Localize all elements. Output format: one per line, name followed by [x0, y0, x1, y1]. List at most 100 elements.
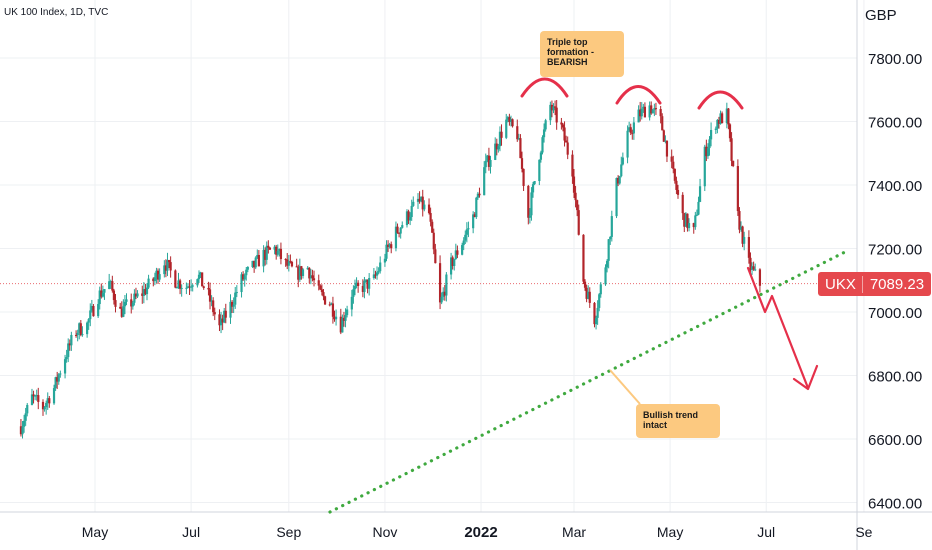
candle-body — [264, 249, 267, 260]
candle-body — [111, 281, 114, 291]
candle-body — [207, 287, 210, 290]
candle-body — [754, 269, 757, 271]
candle-body — [478, 193, 481, 196]
candle-body — [153, 277, 156, 282]
candle-body — [420, 196, 423, 202]
candle-body — [615, 178, 618, 217]
candle-body — [219, 318, 223, 326]
candle-body — [224, 310, 227, 318]
candle-body — [708, 139, 711, 149]
candle-body — [386, 244, 390, 247]
candle-body — [401, 225, 404, 228]
candle-body — [583, 281, 587, 288]
candle-body — [251, 260, 254, 268]
candle-body — [70, 334, 73, 346]
candle-body — [628, 127, 631, 131]
candle-body — [727, 108, 730, 125]
candle-body — [385, 244, 388, 259]
candle-body — [295, 266, 298, 268]
candle-body — [640, 108, 643, 117]
candle-body — [221, 318, 224, 323]
candle-body — [542, 129, 546, 138]
candle-body — [664, 140, 667, 142]
y-tick-label: 7600.00 — [868, 115, 922, 132]
candle-body — [692, 223, 695, 228]
candle-body — [451, 257, 454, 266]
candle-body — [350, 296, 353, 310]
candle-body — [43, 407, 46, 410]
candle-body — [434, 249, 437, 264]
candle-body — [672, 161, 675, 169]
candle-body — [673, 168, 676, 181]
candle-body — [246, 267, 249, 270]
candle-body — [312, 278, 316, 281]
candle-body — [164, 265, 168, 271]
candle-body — [738, 211, 741, 230]
candle-body — [169, 262, 172, 271]
candle-body — [234, 292, 237, 305]
candle-body — [687, 223, 691, 229]
candle-body — [553, 106, 557, 108]
x-tick-label: Nov — [372, 524, 397, 540]
candle-body — [750, 266, 754, 270]
candle-body — [695, 214, 699, 216]
candle-body — [517, 138, 520, 140]
candle-body — [352, 289, 355, 297]
candle-body — [163, 265, 166, 275]
candle-body — [593, 302, 596, 325]
x-tick-label: 2022 — [464, 524, 497, 541]
candle-body — [494, 143, 497, 160]
y-tick-label: 6600.00 — [868, 432, 922, 449]
candle-body — [418, 198, 421, 202]
candle-body — [431, 221, 434, 233]
candle-body — [741, 226, 744, 244]
candle-body — [511, 119, 514, 127]
candle-body — [98, 290, 101, 305]
candle-body — [730, 138, 733, 161]
candle-body — [242, 274, 245, 280]
candle-body — [489, 159, 492, 167]
candle-body — [144, 289, 147, 295]
candle-body — [355, 282, 358, 287]
candle-body — [79, 323, 82, 336]
candle-body — [560, 122, 563, 125]
candle-body — [683, 213, 686, 227]
candle-body — [309, 275, 312, 279]
candle-body — [131, 302, 134, 307]
candle-body — [599, 284, 602, 295]
candle-body — [714, 128, 717, 131]
candle-body — [747, 237, 750, 258]
candle-body — [637, 109, 640, 123]
candle-body — [196, 279, 199, 286]
candle-body — [651, 109, 654, 114]
candle-body — [410, 205, 413, 217]
candle-body — [717, 119, 721, 124]
chart-title: UK 100 Index, 1D, TVC — [4, 7, 109, 18]
candle-body — [210, 300, 213, 302]
candle-body — [412, 201, 415, 206]
candle-body — [235, 292, 238, 294]
candle-body — [201, 272, 204, 287]
candle-body — [453, 259, 456, 266]
candle-body — [604, 267, 607, 285]
candle-body — [487, 155, 491, 167]
candle-body — [306, 267, 309, 270]
candle-body — [372, 274, 375, 279]
candle-body — [197, 274, 201, 280]
candle-body — [736, 166, 739, 212]
candle-body — [758, 269, 762, 286]
candle-body — [483, 167, 486, 196]
candle-body — [232, 304, 235, 307]
candle-body — [286, 259, 289, 266]
candle-body — [24, 413, 27, 421]
y-tick-label: 7200.00 — [868, 242, 922, 259]
candle-body — [289, 261, 292, 263]
annotation-pointer — [609, 369, 641, 405]
candle-body — [178, 280, 182, 289]
candle-body — [465, 229, 468, 235]
candle-body — [390, 244, 393, 249]
candle-body — [155, 270, 158, 278]
candle-body — [653, 108, 656, 110]
candle-body — [357, 282, 360, 286]
